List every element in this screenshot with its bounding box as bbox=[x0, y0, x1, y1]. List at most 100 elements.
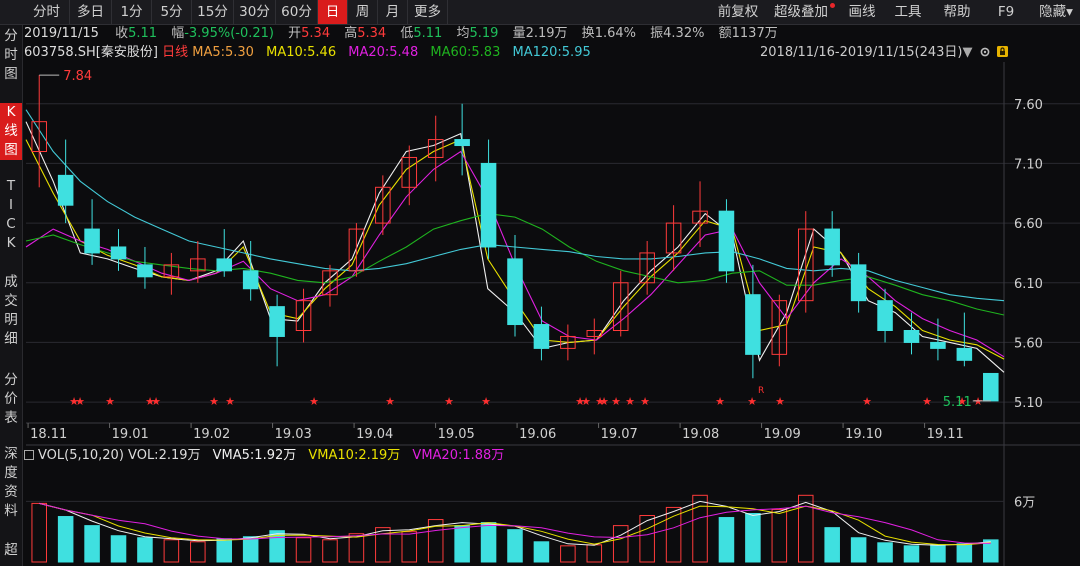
signal-star-8: ★ bbox=[385, 395, 395, 408]
sidebar-item-4[interactable]: 分价表 bbox=[4, 372, 18, 426]
period-tab-9[interactable]: 月 bbox=[378, 0, 408, 24]
ma5-legend: MA5:5.30 bbox=[192, 45, 254, 60]
candle-body-24 bbox=[665, 222, 682, 254]
date-tick-7: 19.07 bbox=[601, 427, 638, 442]
signal-star-12: ★ bbox=[581, 395, 591, 408]
toolbar-action-3[interactable]: 工具 bbox=[894, 4, 922, 20]
volume-bar-27 bbox=[745, 512, 761, 563]
volume-bar-9 bbox=[269, 530, 285, 563]
period-tab-3[interactable]: 5分 bbox=[152, 0, 192, 24]
price-grid bbox=[26, 62, 1080, 566]
signal-r-marker: R bbox=[758, 386, 764, 396]
volume-vma20-line bbox=[39, 502, 991, 544]
high-price-label: 7.84 bbox=[63, 69, 92, 84]
volume-bar-29 bbox=[797, 494, 814, 563]
period-tab-5[interactable]: 30分 bbox=[234, 0, 276, 24]
signal-star-2: ★ bbox=[105, 395, 115, 408]
candle-body-16 bbox=[454, 139, 470, 147]
volume-bar-23 bbox=[639, 515, 655, 563]
signal-star-4: ★ bbox=[151, 395, 161, 408]
volume-bar-1 bbox=[57, 516, 74, 563]
signal-markers: ★★ ★ ★★ ★ ★ ★ ★ ★ ★ ★★ ★★ ★ ★ ★ ★ ★ ★ ★ ★ ★ ★R bbox=[69, 386, 983, 408]
collapse-checkbox[interactable] bbox=[24, 450, 34, 460]
candle-body-20 bbox=[560, 335, 576, 349]
vma5-legend: VMA5:1.92万 bbox=[212, 448, 297, 463]
candle-body-17 bbox=[480, 162, 497, 248]
period-tab-6[interactable]: 60分 bbox=[276, 0, 318, 24]
period-tab-8[interactable]: 周 bbox=[348, 0, 378, 24]
candle-body-5 bbox=[163, 264, 180, 278]
period-tab-4[interactable]: 15分 bbox=[192, 0, 234, 24]
period-tab-0[interactable]: 分时 bbox=[24, 0, 70, 24]
candle-body-9 bbox=[269, 306, 285, 337]
date-tick-1: 19.01 bbox=[112, 427, 149, 442]
toolbar-action-5[interactable]: F9 bbox=[997, 4, 1015, 20]
stock-name: [秦安股份] bbox=[95, 45, 158, 60]
volume-bar-26 bbox=[718, 517, 735, 563]
amplitude-label: 振 bbox=[650, 26, 664, 41]
candle-body-27 bbox=[745, 294, 761, 355]
date-axis: 18.11 19.01 19.02 19.03 19.04 19.05 19.06 19.07… bbox=[27, 423, 964, 442]
volume-bar-28 bbox=[771, 508, 788, 563]
ma10-legend: MA10:5.46 bbox=[266, 45, 337, 60]
toolbar-action-0[interactable]: 前复权 bbox=[717, 4, 759, 20]
date-tick-10: 19.10 bbox=[845, 427, 882, 442]
turnover-label: 换 bbox=[581, 26, 595, 41]
volume-bar-36 bbox=[983, 539, 999, 563]
sidebar-item-3[interactable]: 成交明细 bbox=[4, 274, 18, 347]
low-label: 低 bbox=[400, 26, 414, 41]
turnover-value: 1.64% bbox=[594, 26, 636, 41]
volume-bar-24 bbox=[665, 506, 682, 563]
change-value: -3.95%(-0.21) bbox=[184, 26, 274, 41]
date-tick-5: 19.05 bbox=[438, 427, 475, 442]
volume-bar-21 bbox=[586, 544, 603, 563]
signal-star-6: ★ bbox=[225, 395, 235, 408]
settings-icon[interactable] bbox=[980, 45, 990, 57]
sidebar-item-5[interactable]: 深度资料 bbox=[4, 446, 18, 519]
candle-body-29 bbox=[797, 228, 814, 302]
volume-bar-6 bbox=[190, 541, 206, 563]
candle-body-35 bbox=[956, 347, 973, 361]
toolbar-action-4[interactable]: 帮助 bbox=[943, 4, 971, 20]
volume-bar-25 bbox=[692, 494, 708, 563]
sidebar-item-6[interactable]: 超 bbox=[4, 542, 18, 558]
period-tab-7[interactable]: 日 bbox=[318, 0, 348, 24]
volume-series: 6万 bbox=[26, 494, 1035, 563]
signal-star-24: ★ bbox=[973, 395, 983, 408]
amplitude-value: 4.32% bbox=[663, 26, 705, 41]
candle-body-1 bbox=[57, 174, 74, 206]
volume-bar-10 bbox=[295, 537, 312, 563]
price-tick-1: 7.10 bbox=[1014, 157, 1043, 172]
signal-star-21: ★ bbox=[862, 395, 872, 408]
toolbar-action-6[interactable]: 隐藏▾ bbox=[1039, 4, 1073, 20]
volume-bar-32 bbox=[877, 542, 893, 563]
date-tick-3: 19.03 bbox=[275, 427, 312, 442]
candle-body-13 bbox=[375, 186, 391, 224]
sidebar-item-0[interactable]: 分时图 bbox=[4, 28, 18, 82]
candle-body-28 bbox=[771, 300, 788, 355]
period-tab-10[interactable]: 更多 bbox=[408, 0, 448, 24]
candle-body-30 bbox=[824, 228, 840, 266]
period-tab-1[interactable]: 多日 bbox=[70, 0, 112, 24]
vol-indicator-label[interactable]: VOL(5,10,20) bbox=[38, 448, 124, 463]
volume-label: 量 bbox=[512, 26, 526, 41]
volume-bar-8 bbox=[242, 536, 259, 563]
period-tab-2[interactable]: 1分 bbox=[112, 0, 152, 24]
range-dropdown-icon[interactable]: ▼ bbox=[962, 45, 973, 60]
signal-star-18: ★ bbox=[715, 395, 725, 408]
signal-star-15: ★ bbox=[611, 395, 621, 408]
signal-star-11: ★ bbox=[575, 395, 585, 408]
candle-body-21 bbox=[586, 330, 603, 337]
date-range[interactable]: 2018/11/16-2019/11/15(243日)▼ bbox=[760, 44, 1008, 62]
toolbar-action-1[interactable]: 超级叠加 bbox=[774, 4, 828, 20]
lock-icon[interactable] bbox=[996, 45, 1008, 57]
volume-bar-15 bbox=[427, 519, 444, 563]
volume-legend-bar: VOL(5,10,20) VOL:2.19万 VMA5:1.92万 VMA10:… bbox=[24, 447, 504, 465]
candle-body-10 bbox=[295, 300, 312, 331]
low-value: 5.11 bbox=[413, 26, 443, 41]
toolbar-action-2[interactable]: 画线 bbox=[848, 4, 876, 20]
signal-star-0: ★ bbox=[69, 395, 79, 408]
